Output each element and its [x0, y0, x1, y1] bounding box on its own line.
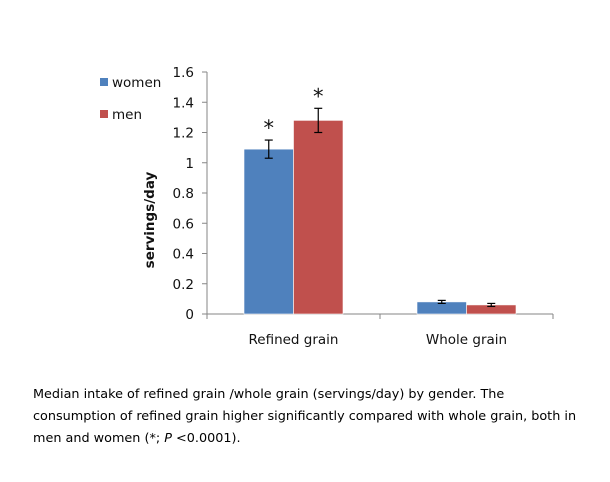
significance-marker: * [313, 84, 324, 108]
significance-markers: ** [264, 84, 324, 140]
legend: women men [100, 75, 161, 123]
legend-item-men: men [100, 107, 142, 123]
x-axis-ticks [206, 314, 554, 319]
y-tick-label: 1 [185, 156, 194, 172]
caption-p-symbol: P [164, 431, 172, 446]
bars [243, 120, 517, 315]
caption-line-3-end: <0.0001). [171, 431, 241, 446]
error-bars [264, 107, 496, 308]
category-labels: Refined grain Whole grain [248, 332, 507, 348]
category-label: Whole grain [426, 332, 507, 348]
y-axis-ticks: 0 0.2 0.4 0.6 0.8 1 1.2 1.4 1.6 [173, 65, 207, 323]
y-tick-label: 1.2 [173, 126, 194, 142]
y-tick-label: 0 [185, 307, 194, 323]
figure-caption: Median intake of refined grain /whole gr… [33, 384, 593, 450]
y-tick-label: 0.6 [173, 216, 194, 232]
y-tick-label: 0.8 [173, 186, 194, 202]
caption-line-3-start: men and women (*; [33, 431, 165, 446]
y-tick-label: 0.2 [173, 277, 194, 293]
significance-marker: * [264, 116, 275, 140]
bar-women-0 [243, 148, 294, 315]
legend-item-women: women [100, 75, 161, 91]
y-tick-label: 1.4 [173, 95, 194, 111]
category-label: Refined grain [248, 332, 338, 348]
bar-men-0 [293, 120, 344, 315]
legend-swatch-men [100, 110, 108, 118]
caption-line-2: consumption of refined grain higher sign… [33, 409, 577, 424]
y-tick-label: 1.6 [173, 65, 194, 81]
bar-chart: women men servings/day 0 0.2 0.4 0.6 0.8 1 1.2… [100, 65, 554, 348]
legend-label-women: women [112, 75, 161, 91]
legend-label-men: men [112, 107, 142, 123]
y-tick-label: 0.4 [173, 247, 194, 263]
legend-swatch-women [100, 78, 108, 86]
caption-line-1: Median intake of refined grain /whole gr… [33, 387, 505, 402]
y-axis-label: servings/day [142, 171, 158, 268]
